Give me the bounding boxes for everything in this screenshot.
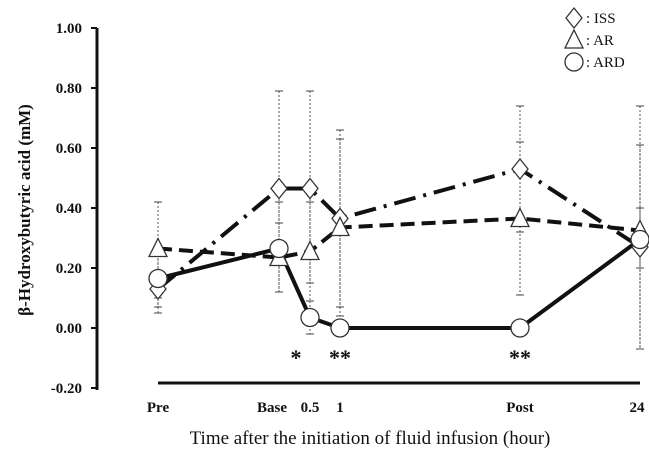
marker-iss <box>511 157 529 181</box>
y-tick-label: 0.80 <box>56 81 82 97</box>
x-tick-label: 24 <box>630 400 646 416</box>
x-tick-label: 1 <box>336 400 344 416</box>
legend-marker-iss <box>565 6 583 30</box>
legend-label-ar: : AR <box>586 33 614 49</box>
significance-mark: ** <box>329 345 351 370</box>
marker-iss <box>270 177 288 200</box>
series-lines <box>156 167 642 330</box>
series-line-iss <box>156 167 642 291</box>
y-tick-label: 0.40 <box>56 201 82 217</box>
y-tick-label: 0.00 <box>56 321 82 337</box>
legend-marker-ar <box>563 28 585 49</box>
legend: : ISS : AR : ARD <box>563 6 625 72</box>
y-ticks: 1.00 0.80 0.60 0.40 0.20 0.00 -0.20 <box>51 21 97 397</box>
marker-ard <box>630 229 649 250</box>
x-tick-label: Post <box>506 400 534 416</box>
marker-ard <box>300 307 320 328</box>
y-tick-label: -0.20 <box>51 381 82 397</box>
marker-ard <box>330 318 350 338</box>
y-tick-label: 0.60 <box>56 141 82 157</box>
marker-ard <box>148 268 168 289</box>
marker-ar <box>147 237 169 258</box>
x-tick-label: 0.5 <box>301 400 320 416</box>
series-line-ar <box>157 216 641 260</box>
legend-marker-ard <box>564 52 584 72</box>
error-bars <box>154 90 644 350</box>
legend-label-iss: : ISS <box>586 11 616 27</box>
marker-ar <box>509 207 531 228</box>
marker-iss <box>301 177 319 200</box>
marker-ard <box>510 318 530 338</box>
significance-mark: * <box>291 345 302 370</box>
series-line-ard <box>157 237 642 330</box>
significance-mark: ** <box>509 345 531 370</box>
x-ticks: Pre Base 0.5 1 Post 24 <box>147 400 645 416</box>
marker-ard <box>269 238 289 259</box>
x-axis-label: Time after the initiation of fluid infus… <box>190 428 551 449</box>
marker-ar <box>329 216 351 237</box>
y-tick-label: 0.20 <box>56 261 82 277</box>
y-tick-label: 1.00 <box>56 21 82 37</box>
x-tick-label: Base <box>257 400 287 416</box>
series-markers <box>147 157 649 338</box>
marker-ar <box>299 240 321 261</box>
legend-label-ard: : ARD <box>586 55 625 71</box>
significance-annotations: * ** ** <box>291 345 532 370</box>
x-tick-label: Pre <box>147 400 170 416</box>
y-axis-label: β-Hydroxybutyric acid (mM) <box>15 104 34 316</box>
